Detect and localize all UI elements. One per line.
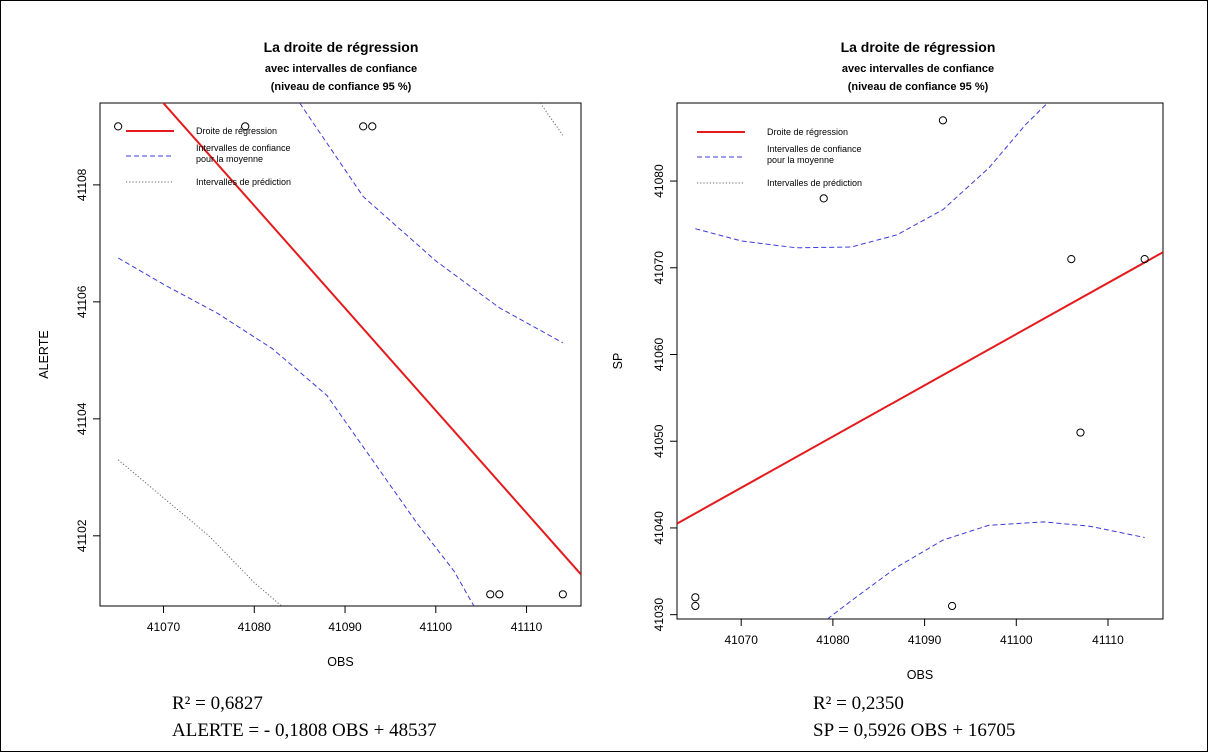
legend-label-prediction: Intervalles de prédiction: [767, 178, 862, 188]
data-point: [819, 194, 828, 203]
x-tick-label: 41090: [328, 620, 362, 634]
y-tick-label: 41070: [652, 251, 666, 285]
x-tick-label: 41080: [816, 633, 850, 647]
y-tick-label: 41080: [652, 164, 666, 198]
data-point: [558, 590, 567, 599]
chart-subtitle: avec intervalles de confiance: [265, 63, 417, 75]
plot-area: [117, 103, 581, 606]
y-tick-label: 41040: [652, 511, 666, 545]
data-point: [691, 601, 700, 611]
data-point: [495, 590, 504, 599]
y-axis-label: ALERTE: [37, 330, 51, 378]
x-axis-label: OBS: [327, 655, 353, 669]
equation-formula-left: ALERTE = - 0,1808 OBS + 48537: [172, 720, 437, 741]
data-point: [368, 122, 377, 131]
data-point: [114, 122, 123, 131]
chart-subtitle: avec intervalles de confiance: [842, 63, 994, 75]
y-tick-label: 41108: [75, 168, 89, 201]
data-point: [486, 590, 495, 599]
data-point: [938, 116, 948, 125]
y-tick-label: 41030: [652, 598, 666, 632]
legend-label-confidence: pour la moyenne: [767, 155, 834, 165]
x-tick-label: 41090: [908, 633, 942, 647]
x-tick-label: 41070: [725, 633, 759, 647]
data-point: [691, 593, 700, 602]
regression-line: [677, 251, 1163, 525]
y-tick-label: 41050: [652, 424, 666, 458]
plot-area: [677, 103, 1163, 619]
equation-formula-right: SP = 0,5926 OBS + 16705: [813, 720, 1016, 741]
x-tick-label: 41080: [238, 620, 272, 634]
confidence-interval-upper: [299, 103, 564, 344]
data-point: [947, 601, 957, 611]
legend-label-regression: Droite de régression: [196, 126, 277, 136]
y-axis-label: SP: [611, 353, 625, 370]
data-point: [241, 122, 250, 131]
regression-line: [161, 103, 581, 576]
x-tick-label: 41110: [511, 620, 543, 634]
chart-subtitle: (niveau de confiance 95 %): [271, 81, 412, 93]
y-tick-label: 41104: [75, 402, 89, 435]
x-tick-label: 41100: [420, 620, 453, 634]
legend: Droite de régression Intervalles de confi…: [697, 127, 862, 188]
y-tick-label: 41102: [75, 519, 89, 552]
chart-title: La droite de régression: [264, 39, 419, 55]
chart-subtitle: (niveau de confiance 95 %): [848, 81, 989, 93]
x-axis-label: OBS: [907, 668, 933, 682]
data-point: [1140, 255, 1149, 264]
chart-panel-1: La droite de régression avec intervalles …: [37, 39, 582, 669]
equation-r2-left: R² = 0,6827: [172, 693, 263, 714]
prediction-interval-upper: [539, 103, 564, 136]
confidence-interval-lower: [117, 257, 475, 606]
chart-panel-2: La droite de régression avec intervalles …: [611, 39, 1164, 682]
data-point: [1076, 428, 1085, 437]
legend-label-regression: Droite de régression: [767, 127, 848, 137]
legend: Droite de régression Intervalles de confi…: [126, 126, 291, 187]
prediction-interval-lower: [117, 459, 282, 606]
plot-frame: [676, 102, 1164, 620]
legend-label-confidence: Intervalles de confiance: [196, 143, 291, 153]
legend-label-confidence: Intervalles de confiance: [767, 144, 862, 154]
data-point: [1067, 255, 1076, 264]
y-tick-label: 41060: [652, 337, 666, 371]
x-tick-label: 41100: [1000, 633, 1033, 647]
plot-frame: [99, 102, 582, 607]
data-point: [359, 122, 368, 131]
chart-title: La droite de régression: [841, 39, 996, 55]
x-tick-label: 41070: [147, 620, 181, 634]
legend-label-confidence: pour la moyenne: [196, 154, 263, 164]
x-tick-label: 41110: [1092, 633, 1124, 647]
equation-r2-right: R² = 0,2350: [813, 693, 904, 714]
legend-label-prediction: Intervalles de prédiction: [196, 177, 291, 187]
y-tick-label: 41106: [75, 285, 89, 318]
confidence-interval-lower: [827, 521, 1145, 619]
confidence-interval-upper: [695, 103, 1048, 249]
